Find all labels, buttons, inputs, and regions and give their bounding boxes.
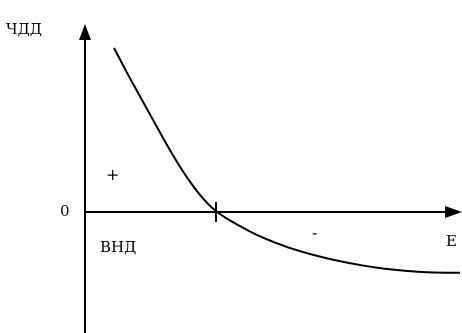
npv-curve — [113, 47, 460, 274]
minus-sign: - — [312, 223, 317, 242]
x-axis-label: E — [446, 232, 457, 250]
x-axis-arrow — [445, 206, 462, 218]
irr-label: ВНД — [100, 238, 136, 256]
y-axis-arrow — [79, 24, 91, 40]
y-axis-label: ЧДД — [6, 20, 42, 38]
plus-sign: + — [106, 165, 119, 184]
zero-label: 0 — [60, 202, 70, 220]
